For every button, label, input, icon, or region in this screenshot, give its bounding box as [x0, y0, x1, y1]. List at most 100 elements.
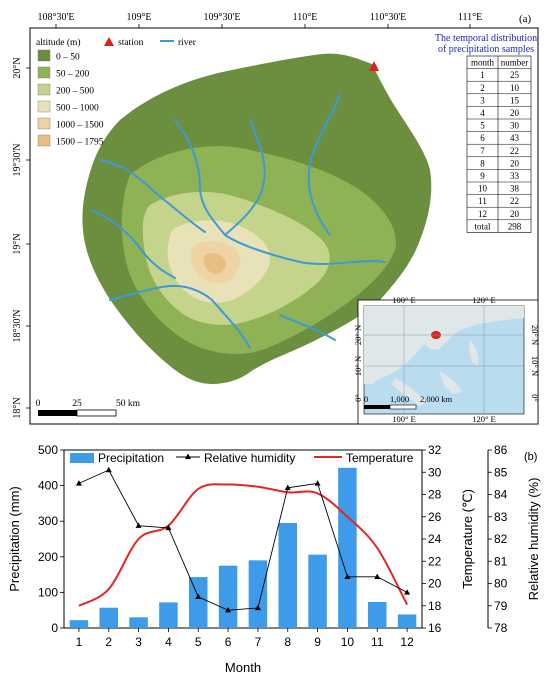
table-cell: 20 [510, 209, 520, 219]
map-longitude-label: 110°E [293, 12, 318, 23]
humidity-tick-label: 82 [494, 532, 508, 546]
humidity-marker [374, 573, 381, 580]
map-latitude-label: 19°30'N [12, 143, 23, 176]
x-tick-label: 11 [371, 635, 384, 649]
table-cell: 20 [510, 108, 520, 118]
table-cell: 298 [508, 221, 522, 231]
legend-swatch [37, 66, 51, 79]
temperature-tick-label: 24 [428, 532, 442, 546]
x-tick-label: 7 [255, 635, 262, 649]
inset-map: 100° E 120° E 100° E 120° E 20° N 10° N 0° 20° … [353, 295, 540, 425]
humidity-marker [105, 466, 112, 473]
humidity-tick-label: 81 [494, 554, 508, 568]
river [224, 234, 386, 265]
temperature-tick-label: 22 [428, 554, 442, 568]
humidity-axis-label: Relative humidity (%) [526, 478, 541, 601]
river [174, 119, 226, 236]
humidity-tick-label: 80 [494, 577, 508, 591]
legend-item-label: 1000 – 1500 [56, 121, 104, 131]
map-latitude-label: 18°N [12, 397, 23, 418]
table-cell: 10 [510, 83, 520, 93]
inset-scale-segment [389, 404, 417, 410]
rivers [91, 94, 386, 349]
river [211, 299, 251, 349]
legend-humidity-marker [185, 453, 191, 459]
x-tick-label: 9 [314, 635, 321, 649]
legend-swatch [37, 100, 51, 113]
precipitation-bar [99, 607, 118, 628]
chart-panel-label: (b) [524, 451, 537, 463]
legend-item-label: 0 – 50 [56, 53, 80, 63]
humidity-marker [314, 480, 321, 486]
scale-segment [76, 409, 117, 417]
legend-swatch [37, 49, 51, 62]
left-tick-label: 200 [38, 550, 58, 564]
precipitation-bar [218, 565, 238, 628]
legend-item-label: 50 – 200 [56, 70, 90, 80]
legend-title: altitude (m) [36, 37, 81, 48]
table-cell: 4 [480, 108, 485, 118]
river [91, 209, 176, 279]
x-tick-label: 2 [105, 635, 112, 649]
legend-precipitation-label: Precipitation [98, 451, 164, 465]
humidity-marker [254, 604, 261, 611]
table-cell: 7 [480, 146, 485, 156]
map-latitude-label: 20°N [12, 57, 23, 78]
inset-scale-label: 0 [364, 394, 368, 404]
humidity-tick-label: 84 [494, 488, 508, 502]
inset-tick-label: 0° [353, 394, 363, 402]
legend-item-label: 1500 – 1795 [56, 138, 104, 148]
station-legend-label: station [118, 38, 144, 48]
humidity-marker [284, 484, 291, 491]
table-cell: 33 [510, 171, 520, 181]
x-axis-label: Month [225, 660, 261, 675]
table-cell: total [475, 221, 491, 231]
inset-tick-label: 20° N [353, 325, 363, 345]
precipitation-bar [278, 522, 297, 628]
inset-tick-label: 0° [530, 394, 540, 402]
map-panel: 108°30'E 109°E 109°30'E 110°E 110°30'E 111°E … [12, 12, 540, 425]
legend-item-label: 200 – 500 [56, 87, 94, 97]
table-cell: 3 [480, 95, 485, 105]
map-longitude-label: 109°30'E [204, 12, 241, 23]
x-tick-label: 6 [225, 635, 232, 649]
legend-swatch [37, 117, 51, 130]
table-cell: number [501, 58, 529, 68]
table-title: of precipitation samples [438, 44, 534, 55]
map-panel-label: (a) [519, 13, 532, 25]
x-tick-label: 8 [284, 635, 291, 649]
x-tick-label: 5 [195, 635, 202, 649]
legend-item-label: 500 – 1000 [56, 104, 99, 114]
river-legend-label: river [178, 38, 197, 48]
temperature-tick-label: 16 [428, 621, 442, 635]
map-latitude-label: 18°30'N [12, 309, 23, 342]
humidity-tick-label: 83 [494, 510, 508, 524]
island [82, 53, 432, 384]
table-cell: 5 [480, 121, 485, 131]
map-longitude-label: 110°30'E [370, 12, 407, 23]
table-cell: 6 [480, 133, 485, 143]
table-cell: 2 [480, 83, 485, 93]
inset-tick-label: 100° E [392, 414, 415, 424]
precipitation-bar [338, 467, 357, 628]
humidity-tick-label: 86 [494, 443, 508, 457]
map-legend: altitude (m) station river 0 – 50 50 – 20… [36, 37, 197, 148]
map-longitude-label: 108°30'E [38, 12, 75, 23]
inset-tick-label: 10° N [530, 356, 540, 376]
precipitation-bar [69, 620, 89, 628]
temperature-tick-label: 30 [428, 465, 442, 479]
river [224, 119, 266, 236]
precipitation-bar [397, 614, 417, 628]
river [307, 94, 341, 236]
table-title: The temporal distribution [435, 33, 537, 44]
left-tick-label: 500 [38, 443, 58, 457]
scale-segment [38, 410, 77, 416]
inset-scale-label: 1,000 [390, 394, 409, 404]
x-tick-label: 4 [165, 635, 172, 649]
station-legend-icon [104, 37, 114, 46]
x-tick-label: 12 [400, 635, 414, 649]
scale-label: 50 km [116, 399, 141, 409]
humidity-tick-label: 79 [494, 599, 508, 613]
x-tick-label: 3 [135, 635, 142, 649]
island-summit [203, 253, 227, 274]
